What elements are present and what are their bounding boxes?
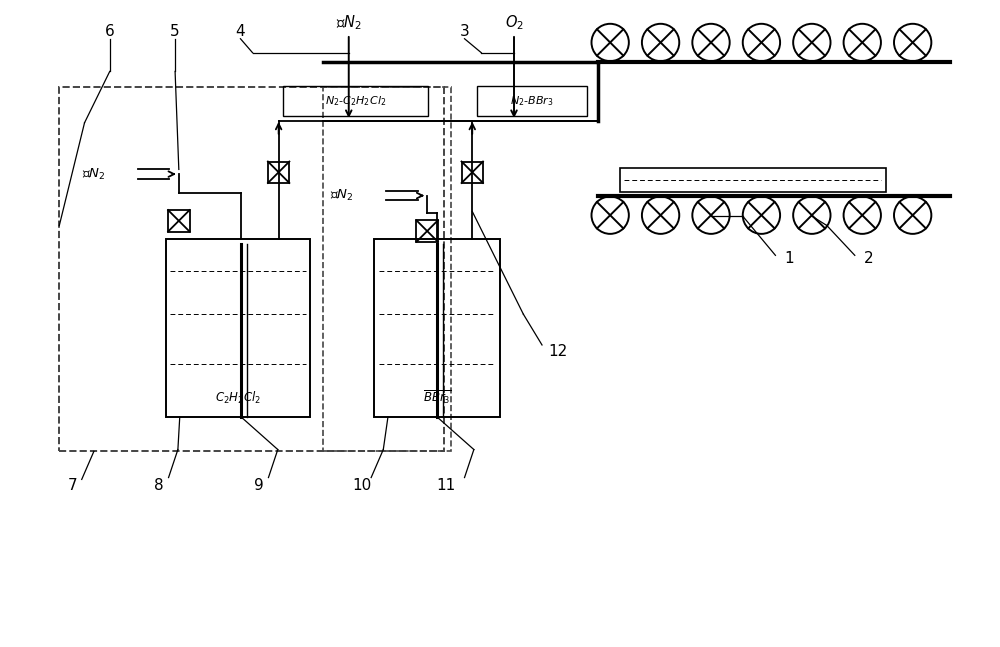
Text: $N_2$-$C_2H_2Cl_2$: $N_2$-$C_2H_2Cl_2$ <box>325 94 386 108</box>
Bar <box>283 86 428 116</box>
Bar <box>166 239 310 417</box>
Text: 7: 7 <box>68 477 77 492</box>
Text: 大$N_2$: 大$N_2$ <box>336 14 362 32</box>
Text: 11: 11 <box>436 477 455 492</box>
Bar <box>477 86 587 116</box>
Text: 6: 6 <box>105 24 115 39</box>
Text: 10: 10 <box>352 477 371 492</box>
Text: 2: 2 <box>864 250 874 266</box>
Text: 小$N_2$: 小$N_2$ <box>82 166 105 182</box>
Text: 小$N_2$: 小$N_2$ <box>330 188 354 203</box>
Bar <box>323 87 451 452</box>
Bar <box>268 162 289 183</box>
Bar <box>416 221 438 242</box>
Text: $C_2H_2Cl_2$: $C_2H_2Cl_2$ <box>215 389 261 406</box>
Text: 9: 9 <box>254 477 264 492</box>
Text: 1: 1 <box>785 250 794 266</box>
Text: $N_2$-$BBr_3$: $N_2$-$BBr_3$ <box>510 94 554 108</box>
Bar <box>168 210 190 232</box>
Bar <box>620 168 886 192</box>
Text: $O_2$: $O_2$ <box>505 14 523 32</box>
Text: 4: 4 <box>236 24 245 39</box>
Text: $\overline{BBr_3}$: $\overline{BBr_3}$ <box>423 388 451 406</box>
Text: 3: 3 <box>460 24 469 39</box>
Text: 5: 5 <box>170 24 180 39</box>
Text: 8: 8 <box>154 477 164 492</box>
Bar <box>374 239 500 417</box>
Text: 12: 12 <box>548 344 568 359</box>
Bar <box>59 87 444 452</box>
Bar <box>462 162 483 183</box>
